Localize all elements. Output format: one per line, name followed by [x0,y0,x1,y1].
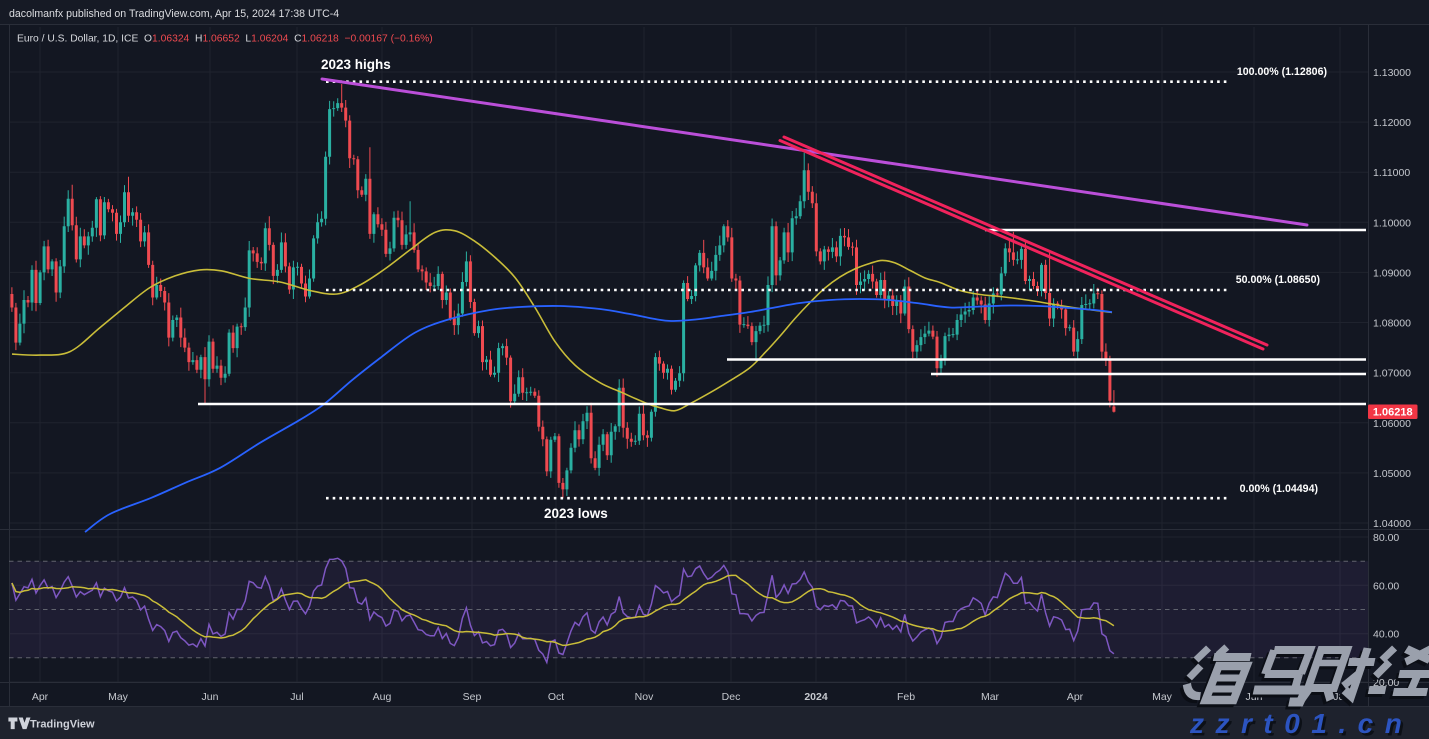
svg-text:Feb: Feb [897,691,915,703]
svg-text:60.00: 60.00 [1373,580,1399,592]
svg-text:80.00: 80.00 [1373,532,1399,544]
svg-text:zzrt01.cn: zzrt01.cn [1192,711,1416,739]
svg-text:May: May [108,691,129,703]
svg-text:40.00: 40.00 [1373,629,1399,641]
svg-text:1.04000: 1.04000 [1373,518,1411,530]
svg-text:1.11000: 1.11000 [1373,167,1410,179]
svg-text:May: May [1152,691,1173,703]
svg-text:1.12000: 1.12000 [1373,117,1411,129]
svg-text:Aug: Aug [373,691,392,703]
svg-text:zzrt01.cn: zzrt01.cn [1189,708,1413,739]
svg-text:Euro / U.S. Dollar, 1D, ICE O: Euro / U.S. Dollar, 1D, ICE O1.06324 H1.… [17,34,433,45]
svg-text:Mar: Mar [981,691,1000,703]
svg-text:Jul: Jul [290,691,303,703]
svg-text:100.00% (1.12806): 100.00% (1.12806) [1237,66,1327,78]
svg-text:TradingView: TradingView [30,719,95,731]
svg-text:1.13000: 1.13000 [1373,67,1411,79]
svg-text:1.06218: 1.06218 [1373,406,1413,418]
svg-text:2023 lows: 2023 lows [544,506,608,521]
svg-text:Sep: Sep [463,691,482,703]
svg-text:50.00% (1.08650): 50.00% (1.08650) [1236,274,1320,286]
svg-text:0.00% (1.04494): 0.00% (1.04494) [1240,483,1318,495]
svg-text:Oct: Oct [548,691,564,703]
svg-text:1.10000: 1.10000 [1373,217,1411,229]
svg-text:Nov: Nov [635,691,654,703]
svg-text:Jun: Jun [202,691,219,703]
svg-text:1.05000: 1.05000 [1373,468,1411,480]
svg-text:Apr: Apr [32,691,49,703]
svg-text:Dec: Dec [722,691,741,703]
svg-text:1.08000: 1.08000 [1373,318,1411,330]
svg-text:2023 highs: 2023 highs [321,57,391,72]
svg-text:2024: 2024 [804,691,828,703]
svg-text:dacolmanfx published on Tradin: dacolmanfx published on TradingView.com,… [9,8,339,20]
svg-text:1.09000: 1.09000 [1373,267,1411,279]
svg-text:Apr: Apr [1067,691,1084,703]
svg-text:1.07000: 1.07000 [1373,368,1411,380]
svg-text:1.06000: 1.06000 [1373,418,1411,430]
